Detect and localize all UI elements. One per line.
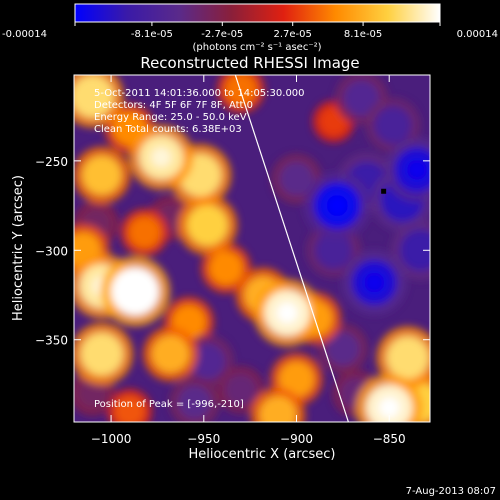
intensity-core <box>406 159 428 180</box>
intensity-blob <box>374 106 412 144</box>
y-tick-label: −300 <box>35 244 68 258</box>
intensity-blob <box>314 231 353 270</box>
peak-marker <box>381 188 387 194</box>
info-line: Clean Total counts: 6.38E+03 <box>94 124 242 135</box>
peak-marker-dot <box>381 188 387 194</box>
colorbar <box>74 3 441 23</box>
intensity-blob <box>82 155 122 195</box>
colorbar-tick-label: -2.7e-05 <box>201 29 243 40</box>
intensity-blob <box>279 161 314 196</box>
intensity-core <box>326 195 348 216</box>
intensity-blob <box>400 229 430 271</box>
intensity-core <box>124 280 146 303</box>
intensity-core <box>364 272 385 293</box>
y-axis-label: Heliocentric Y (arcsec) <box>11 175 26 321</box>
plot-frame <box>73 74 431 423</box>
colorbar-tick-label: -8.1e-05 <box>131 29 173 40</box>
colorbar-tick-label: -0.00014 <box>2 29 47 40</box>
axis-ticks: −1000 −950 −900 −850 −250 −300 −350 <box>35 75 430 446</box>
colorbar-unit-label: (photons cm⁻² s⁻¹ asec⁻²) <box>192 42 321 53</box>
peak-position-label: Position of Peak = [-996,-210] <box>94 399 244 410</box>
x-axis-label: Heliocentric X (arcsec) <box>189 447 336 462</box>
y-tick-label: −350 <box>35 334 68 348</box>
info-line: Detectors: 4F 5F 6F 7F 8F, Att 0 <box>94 100 253 111</box>
solar-limb <box>234 75 349 422</box>
intensity-core <box>276 302 298 324</box>
x-tick-label: −850 <box>373 432 406 446</box>
observation-info: 5-Oct-2011 14:01:36.000 to 14:05:30.000D… <box>94 88 305 135</box>
x-tick-label: −900 <box>280 432 313 446</box>
intensity-blob <box>224 373 258 407</box>
intensity-blob <box>386 336 430 380</box>
x-tick-label: −1000 <box>91 432 132 446</box>
colorbar-tick-label: 0.00014 <box>457 29 498 40</box>
colorbar-ticks: -0.00014 -8.1e-05 -2.7e-05 2.7e-05 8.1e-05 0.… <box>2 22 498 40</box>
intensity-map <box>74 75 430 422</box>
intensity-blob <box>114 395 146 422</box>
intensity-blob <box>259 395 297 422</box>
info-line: 5-Oct-2011 14:01:36.000 to 14:05:30.000 <box>94 88 305 99</box>
intensity-blob <box>189 343 226 380</box>
intensity-blob <box>186 204 229 246</box>
colorbar-tick-label: 2.7e-05 <box>274 29 312 40</box>
colorbar-tick-label: 8.1e-05 <box>344 29 382 40</box>
intensity-blob <box>77 377 108 409</box>
intensity-blob <box>343 80 380 117</box>
intensity-blob <box>80 332 124 376</box>
chart-title: Reconstructed RHESSI Image <box>140 54 359 72</box>
limb-line <box>234 75 349 422</box>
intensity-blob <box>74 75 114 118</box>
x-tick-label: −950 <box>187 432 220 446</box>
intensity-blob <box>177 385 212 420</box>
intensity-blob <box>208 251 244 286</box>
intensity-core <box>151 147 172 168</box>
intensity-blob <box>128 216 161 249</box>
intensity-blob <box>151 335 190 373</box>
intensity-blob <box>325 331 360 366</box>
y-tick-label: −250 <box>35 155 68 169</box>
footer-date: 7-Aug-2013 08:07 <box>406 486 496 497</box>
info-line: Energy Range: 25.0 - 50.0 keV <box>94 112 247 123</box>
intensity-core <box>378 397 400 419</box>
intensity-blob <box>278 361 315 398</box>
